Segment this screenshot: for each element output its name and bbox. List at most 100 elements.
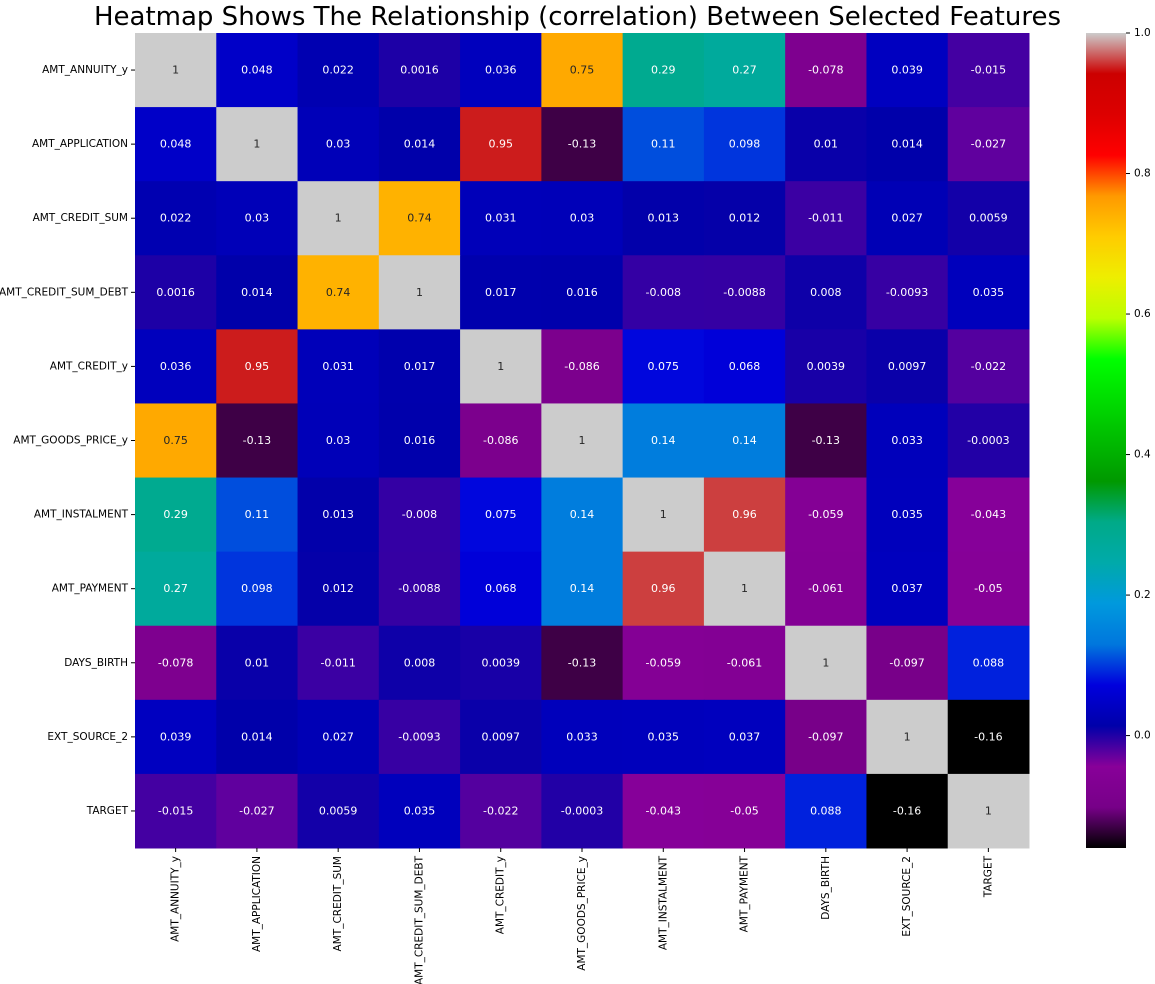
cell-value-label: 0.088	[973, 656, 1005, 669]
cell-value-label: 1	[497, 360, 504, 373]
cell-value-label: -0.043	[971, 508, 1006, 521]
cell-value-label: -0.015	[971, 64, 1006, 77]
cell-value-label: -0.05	[974, 582, 1002, 595]
heatmap-cell	[378, 107, 461, 182]
heatmap-cell	[216, 699, 299, 775]
cell-annotations: 1 0.048 0.022 0.0016 0.036 0.75 0.29 0.27 -0.078…	[156, 64, 1009, 818]
cell-value-label: 0.0016	[400, 64, 439, 77]
cell-value-label: 0.03	[245, 212, 270, 225]
cell-value-label: 1	[822, 656, 829, 669]
heatmap-cell	[297, 255, 380, 330]
heatmap-cell	[622, 477, 705, 553]
y-tick-label: AMT_CREDIT_SUM_DEBT	[0, 286, 129, 298]
cell-value-label: -0.061	[808, 582, 843, 595]
cell-value-label: 0.036	[485, 64, 517, 77]
heatmap-cell	[460, 255, 542, 330]
y-tick-label: AMT_GOODS_PRICE_y	[13, 435, 128, 447]
cell-value-label: 0.075	[648, 360, 680, 373]
heatmap-cell	[460, 551, 542, 627]
cell-value-label: -0.008	[646, 286, 681, 299]
cell-value-label: 0.03	[326, 138, 351, 151]
heatmap-cell	[297, 477, 380, 553]
cell-value-label: 0.012	[729, 212, 761, 225]
cell-value-label: 0.29	[163, 508, 188, 521]
cell-value-label: 0.27	[732, 64, 757, 77]
x-tick-label: AMT_APPLICATION	[251, 856, 263, 952]
heatmap-cell	[216, 255, 299, 330]
heatmap-cell	[866, 699, 949, 775]
heatmap-cell	[378, 477, 461, 553]
heatmap-cell	[135, 477, 217, 553]
colorbar-tick-label: 0.4	[1134, 449, 1151, 461]
heatmap-cell	[866, 551, 949, 627]
heatmap-cell	[622, 329, 705, 404]
x-tick-label: AMT_CREDIT_y	[495, 856, 507, 934]
y-tick-label: AMT_ANNUITY_y	[42, 64, 128, 76]
heatmap-cell	[460, 403, 542, 479]
cell-value-label: 0.0039	[807, 360, 846, 373]
heatmap-cell	[785, 477, 867, 553]
heatmap-cell	[703, 551, 786, 627]
cell-value-label: -0.022	[971, 360, 1006, 373]
cell-value-label: 0.95	[488, 138, 513, 151]
cell-value-label: 0.74	[326, 286, 351, 299]
heatmap-cell	[947, 107, 1030, 182]
colorbar-tick-label: 0.8	[1134, 168, 1151, 180]
heatmap-cell	[216, 107, 299, 182]
cell-value-label: 1	[335, 212, 342, 225]
cell-value-label: 0.95	[245, 360, 270, 373]
heatmap-cell	[460, 181, 542, 256]
cell-value-label: 0.039	[160, 730, 192, 743]
cell-value-label: 0.037	[729, 730, 761, 743]
x-tick-label: TARGET	[982, 855, 994, 898]
heatmap-cell	[947, 699, 1030, 775]
cell-value-label: 1	[985, 804, 992, 817]
heatmap-cell	[947, 477, 1030, 553]
cell-value-label: -0.0003	[967, 434, 1009, 447]
cell-value-label: 0.014	[891, 138, 923, 151]
cell-value-label: 0.048	[241, 64, 273, 77]
heatmap-cell	[785, 107, 867, 182]
heatmap-cell	[866, 773, 949, 849]
y-tick-label: AMT_CREDIT_y	[50, 360, 128, 372]
cell-value-label: 1	[416, 286, 423, 299]
heatmap-cell	[135, 255, 217, 330]
heatmap-cell	[460, 477, 542, 553]
heatmap-cell	[947, 551, 1030, 627]
heatmap-cell	[297, 699, 380, 775]
heatmap-cell	[216, 403, 299, 479]
cell-value-label: 0.27	[163, 582, 188, 595]
cell-value-label: 1	[741, 582, 748, 595]
heatmap-cell	[541, 551, 624, 627]
cell-value-label: -0.011	[320, 656, 355, 669]
cell-value-label: 0.016	[566, 286, 598, 299]
heatmap-cell	[703, 329, 786, 404]
cell-value-label: 0.008	[810, 286, 842, 299]
cell-value-label: 0.0059	[319, 804, 358, 817]
cell-value-label: 0.013	[648, 212, 680, 225]
cell-value-label: -0.13	[243, 434, 271, 447]
x-tick-label: DAYS_BIRTH	[820, 856, 832, 920]
heatmap-cell	[541, 181, 624, 256]
heatmap-cell	[866, 107, 949, 182]
cell-value-label: 0.008	[404, 656, 436, 669]
cell-value-label: 0.037	[891, 582, 923, 595]
heatmap-cell	[135, 181, 217, 256]
cell-value-label: 0.0039	[481, 656, 520, 669]
cell-value-label: 0.033	[566, 730, 598, 743]
heatmap-cell	[622, 403, 705, 479]
heatmap-cell	[135, 329, 217, 404]
cell-value-label: 0.11	[651, 138, 676, 151]
cell-value-label: 0.0097	[481, 730, 520, 743]
cell-value-label: -0.13	[812, 434, 840, 447]
heatmap-cell	[541, 255, 624, 330]
cell-value-label: 0.035	[973, 286, 1005, 299]
heatmap-cell	[378, 255, 461, 330]
cell-value-label: 0.088	[810, 804, 842, 817]
heatmap-cell	[135, 625, 217, 701]
cell-value-label: 0.14	[570, 582, 595, 595]
cell-value-label: -0.05	[730, 804, 758, 817]
heatmap-cell	[460, 329, 542, 404]
heatmap-cell	[216, 477, 299, 553]
cell-value-label: 0.039	[891, 64, 923, 77]
